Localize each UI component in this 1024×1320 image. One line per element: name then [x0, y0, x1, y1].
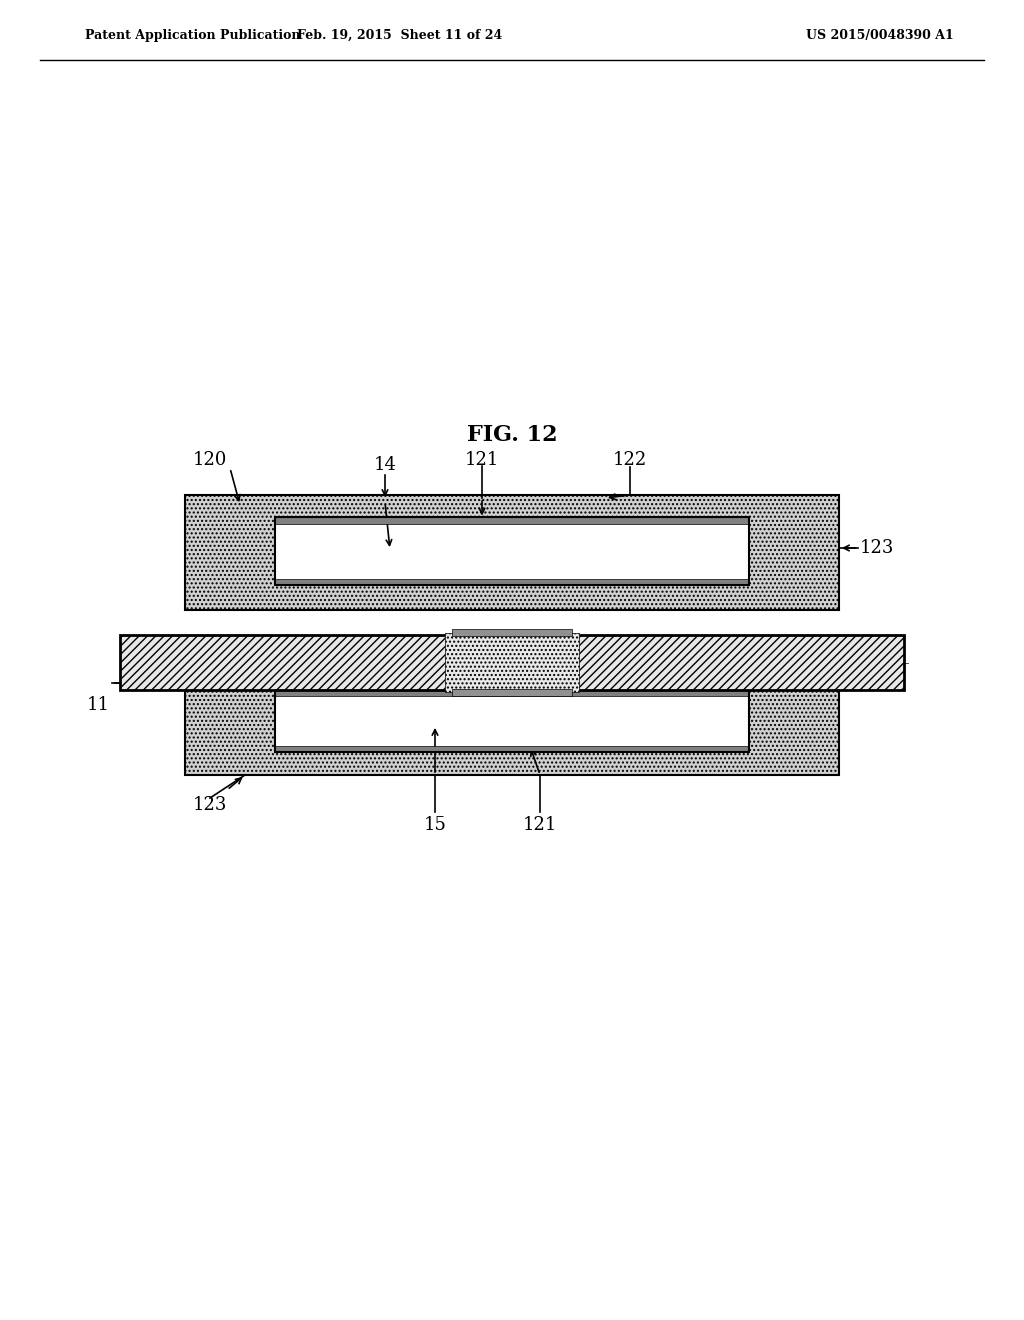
Bar — [275, 689, 749, 752]
Bar — [120, 635, 904, 690]
Text: 12: 12 — [860, 653, 883, 672]
Text: 120: 120 — [193, 451, 227, 469]
Text: FIG. 12: FIG. 12 — [467, 424, 557, 446]
Text: 121: 121 — [465, 451, 499, 469]
Bar — [275, 578, 749, 585]
Text: Patent Application Publication: Patent Application Publication — [85, 29, 300, 41]
Bar — [275, 689, 749, 752]
Bar — [452, 630, 572, 636]
Text: 123: 123 — [860, 539, 894, 557]
Text: 14: 14 — [374, 455, 396, 474]
Bar — [275, 517, 749, 524]
Text: 122: 122 — [613, 451, 647, 469]
Text: 15: 15 — [424, 816, 446, 834]
Bar — [275, 689, 749, 696]
Text: 121: 121 — [523, 816, 557, 834]
Bar — [275, 746, 749, 752]
Bar — [452, 689, 572, 696]
Text: 11: 11 — [87, 696, 110, 714]
Text: 123: 123 — [193, 796, 227, 814]
FancyBboxPatch shape — [185, 665, 839, 775]
Bar — [275, 517, 749, 585]
Text: US 2015/0048390 A1: US 2015/0048390 A1 — [806, 29, 954, 41]
Bar — [275, 517, 749, 585]
Text: Feb. 19, 2015  Sheet 11 of 24: Feb. 19, 2015 Sheet 11 of 24 — [297, 29, 503, 41]
FancyBboxPatch shape — [185, 495, 839, 610]
Bar — [445, 634, 579, 692]
